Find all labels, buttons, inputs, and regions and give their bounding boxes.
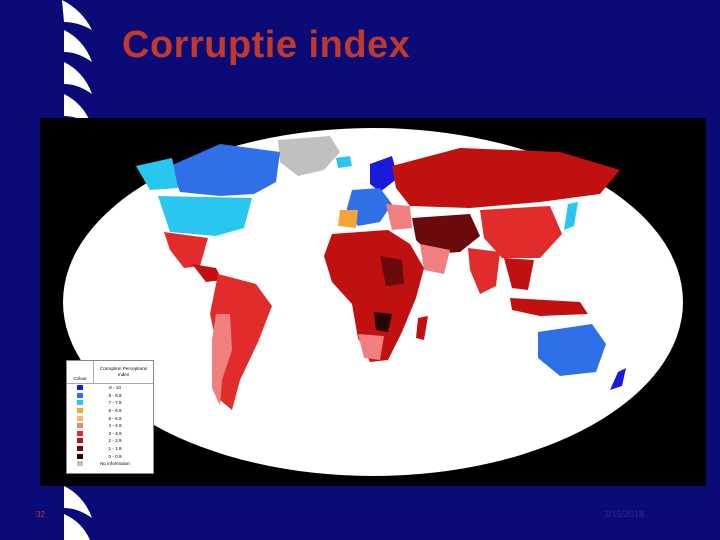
region-iberia <box>338 210 358 228</box>
legend-row: 7 - 7.9 <box>67 399 153 407</box>
legend-label: 8 - 8.9 <box>108 392 122 398</box>
legend-row: 9 - 10 <box>67 384 153 392</box>
legend-label: 6 - 6.9 <box>108 408 122 414</box>
legend-row: 4 - 4.9 <box>67 422 153 430</box>
region-central-asia <box>412 214 480 254</box>
legend-label: 4 - 4.9 <box>108 423 122 429</box>
legend-label: 9 - 10 <box>109 385 121 391</box>
region-australia <box>538 324 606 376</box>
region-southeast-asia <box>504 258 534 290</box>
region-india <box>468 248 500 294</box>
region-central-america <box>192 264 222 282</box>
region-alaska <box>136 158 178 190</box>
legend-swatch <box>77 430 83 436</box>
region-new-zealand <box>610 368 626 390</box>
slide-date: 3/15/2018 <box>604 509 645 519</box>
region-canada <box>170 144 280 196</box>
legend-label: 7 - 7.9 <box>108 400 122 406</box>
legend-row: 8 - 8.9 <box>67 392 153 400</box>
legend-label: No information <box>100 461 130 467</box>
legend-label: 3 - 3.9 <box>108 430 122 436</box>
page-number: 32 <box>36 510 45 519</box>
legend-swatch <box>77 423 83 429</box>
legend-row: 0 - 0.9 <box>67 452 153 460</box>
legend-label: 5 - 5.9 <box>108 415 122 421</box>
region-russia <box>392 148 620 208</box>
region-madagascar <box>416 316 428 340</box>
region-southern-africa <box>358 334 384 360</box>
region-mexico <box>164 232 208 268</box>
legend-label: 2 - 2.9 <box>108 438 122 444</box>
legend-rows: 9 - 10 8 - 8.9 7 - 7.9 6 - 6.9 5 - 5.9 4 - 4.… <box>67 384 153 468</box>
legend-header-colour: Colour <box>67 361 94 383</box>
region-japan <box>564 202 578 230</box>
region-indonesia <box>510 298 588 316</box>
legend-swatch <box>77 453 83 459</box>
slide-title: Corruptie index <box>122 24 411 66</box>
legend-row: No information <box>67 460 153 468</box>
world-map-graphic <box>63 128 683 476</box>
legend-swatch <box>77 438 83 444</box>
region-usa <box>158 196 252 236</box>
region-greenland <box>278 136 340 176</box>
legend-label: 0 - 0.9 <box>108 453 122 459</box>
legend-label: 1 - 1.9 <box>108 446 122 452</box>
region-arabia <box>420 244 450 274</box>
legend-swatch <box>77 400 83 406</box>
region-scandinavia <box>370 156 398 192</box>
region-iceland <box>336 156 352 168</box>
region-eastern-europe <box>386 204 412 230</box>
legend-header-index: Corruption Perceptions Index <box>100 366 147 377</box>
world-map <box>40 118 706 486</box>
legend-swatch <box>77 408 83 414</box>
region-china <box>480 206 562 258</box>
legend-header: Colour Corruption Perceptions Index <box>67 361 153 384</box>
legend-row: 1 - 1.9 <box>67 445 153 453</box>
legend-swatch <box>77 385 83 391</box>
region-drc <box>374 312 392 332</box>
map-legend: Colour Corruption Perceptions Index 9 - … <box>66 360 154 474</box>
legend-row: 3 - 3.9 <box>67 430 153 438</box>
legend-swatch <box>77 392 83 398</box>
region-south-america <box>210 274 272 410</box>
legend-row: 5 - 5.9 <box>67 414 153 422</box>
legend-swatch <box>77 461 83 467</box>
legend-swatch <box>77 415 83 421</box>
region-western-europe <box>346 188 392 226</box>
legend-row: 2 - 2.9 <box>67 437 153 445</box>
region-central-africa <box>380 256 404 286</box>
legend-row: 6 - 6.9 <box>67 407 153 415</box>
legend-swatch <box>77 446 83 452</box>
decorative-swirl-icon <box>62 0 92 540</box>
region-chile <box>212 314 232 406</box>
